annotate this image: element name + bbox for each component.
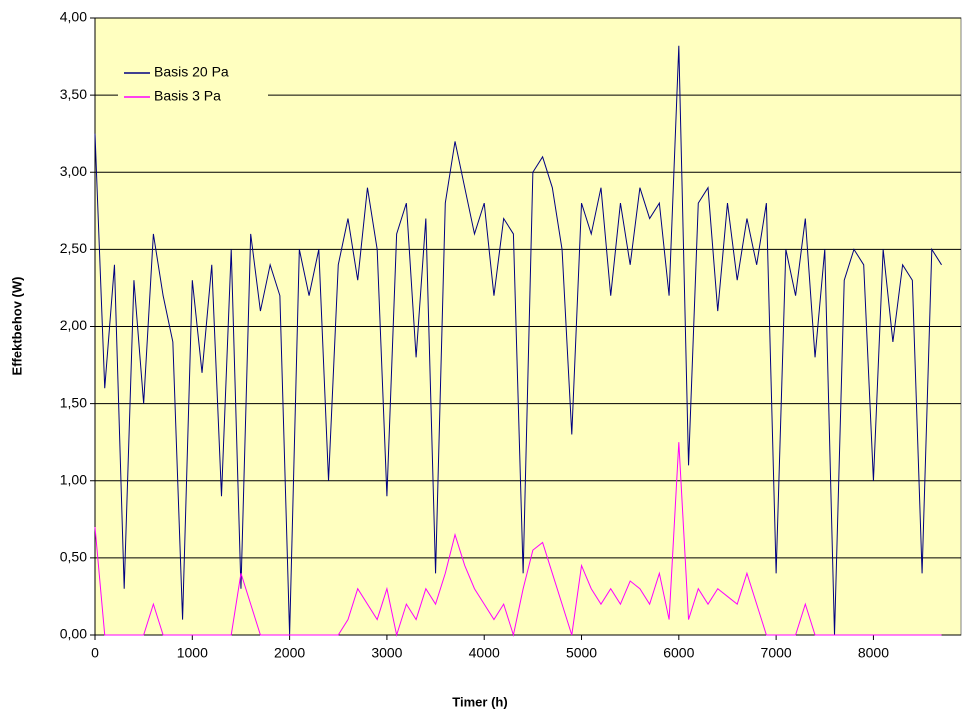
y-tick-label: 2,00 [60, 317, 87, 333]
x-tick-label: 5000 [566, 645, 597, 661]
y-tick-label: 3,50 [60, 86, 87, 102]
data-line [94, 442, 942, 637]
x-tick-label: 6000 [663, 645, 694, 661]
x-tick-label: 4000 [469, 645, 500, 661]
x-tick-label: 3000 [371, 645, 402, 661]
y-axis-label: Effektbehov (W) [9, 277, 24, 376]
x-tick-label: 7000 [761, 645, 792, 661]
x-tick-label: 2000 [274, 645, 305, 661]
y-tick-label: 0,50 [60, 549, 87, 565]
y-tick-label: 0,00 [60, 626, 87, 642]
x-tick-label: 1000 [177, 645, 208, 661]
legend-label: Basis 3 Pa [154, 88, 221, 104]
x-axis-label: Timer (h) [452, 694, 507, 709]
legend-box [118, 59, 268, 109]
y-tick-label: 2,50 [60, 240, 87, 256]
y-tick-label: 4,00 [60, 9, 87, 25]
x-tick-label: 0 [91, 645, 99, 661]
y-tick-label: 1,00 [60, 471, 87, 487]
legend-label: Basis 20 Pa [154, 64, 229, 80]
y-tick-label: 1,50 [60, 394, 87, 410]
x-tick-label: 8000 [858, 645, 889, 661]
y-tick-label: 3,00 [60, 163, 87, 179]
data-line [94, 45, 942, 636]
